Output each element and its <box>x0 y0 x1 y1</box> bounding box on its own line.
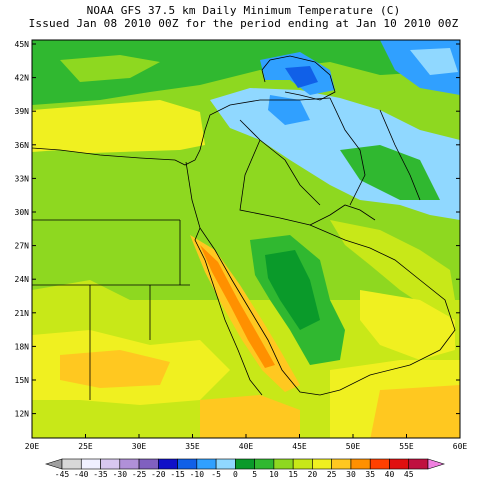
lon-label: 20E <box>25 442 40 451</box>
lat-label: 15N <box>15 376 30 385</box>
colorbar-segment <box>158 458 178 470</box>
lat-label: 45N <box>15 40 30 49</box>
colorbar-segment <box>196 458 217 470</box>
colorbar-label: -10 <box>190 470 205 479</box>
colorbar-label: -40 <box>74 470 89 479</box>
longitude-labels: 20E 25E 30E 35E 40E 45E 50E 55E 60E <box>25 434 468 451</box>
colorbar-label: -35 <box>93 470 108 479</box>
lon-label: 25E <box>78 442 93 451</box>
lon-label: 35E <box>185 442 200 451</box>
colorbar-segment <box>215 458 236 470</box>
colorbar-label: -25 <box>132 470 147 479</box>
colorbar-label: -15 <box>170 470 185 479</box>
colorbar-label: -45 <box>55 470 70 479</box>
colorbar-segment <box>350 458 371 470</box>
colorbar-segment <box>408 458 429 470</box>
coastlines <box>32 55 456 400</box>
map-subtitle: Issued Jan 08 2010 00Z for the period en… <box>28 17 459 30</box>
colorbar-label: 25 <box>327 470 337 479</box>
lat-label: 21N <box>15 309 30 318</box>
colorbar-arrow-low <box>44 458 63 470</box>
lat-label: 33N <box>15 174 30 183</box>
colorbar-label: 0 <box>233 470 238 479</box>
colorbar-label: 20 <box>308 470 318 479</box>
colorbar-segment <box>312 458 332 470</box>
lon-label: 45E <box>292 442 307 451</box>
colorbar-segment <box>369 458 390 470</box>
colorbar-segment <box>273 458 294 470</box>
lat-label: 42N <box>15 74 30 83</box>
colorbar-segment <box>331 458 352 470</box>
colorbar-segment <box>235 458 255 470</box>
colorbar-label: 35 <box>365 470 375 479</box>
colorbar-label: 30 <box>346 470 356 479</box>
temperature-field <box>32 40 460 438</box>
colorbar-label: -5 <box>211 470 221 479</box>
lat-label: 24N <box>15 275 30 284</box>
latitude-labels: 45N 42N 39N 36N 33N 30N 27N 24N 21N 18N 15N 12N <box>15 40 460 419</box>
colorbar-segment <box>254 458 275 470</box>
colorbar-label: 5 <box>252 470 257 479</box>
colorbar-arrow-high <box>427 458 446 470</box>
colorbar-label: 10 <box>269 470 279 479</box>
lon-label: 40E <box>239 442 254 451</box>
map-title: NOAA GFS 37.5 km Daily Minimum Temperatu… <box>86 4 401 17</box>
colorbar-segment <box>61 458 82 470</box>
colorbar-segment <box>100 458 121 470</box>
colorbar-segment <box>80 458 101 470</box>
lon-label: 50E <box>346 442 361 451</box>
lon-label: 60E <box>453 442 468 451</box>
lat-label: 18N <box>15 342 30 351</box>
lat-label: 36N <box>15 141 30 150</box>
lat-label: 39N <box>15 107 30 116</box>
lon-label: 30E <box>132 442 147 451</box>
colorbar-label: -30 <box>113 470 128 479</box>
colorbar-label: 40 <box>385 470 395 479</box>
lat-label: 12N <box>15 410 30 419</box>
colorbar-segment <box>389 458 410 470</box>
colorbar-label: 45 <box>404 470 414 479</box>
colorbar-segment <box>292 458 313 470</box>
colorbar-label: -20 <box>151 470 166 479</box>
lat-label: 30N <box>15 208 30 217</box>
colorbar-segment <box>138 458 159 470</box>
colorbar-segment <box>177 458 198 470</box>
colorbar-segment <box>119 458 140 470</box>
lon-label: 55E <box>399 442 414 451</box>
colorbar-label: 15 <box>288 470 298 479</box>
lat-label: 27N <box>15 242 30 251</box>
